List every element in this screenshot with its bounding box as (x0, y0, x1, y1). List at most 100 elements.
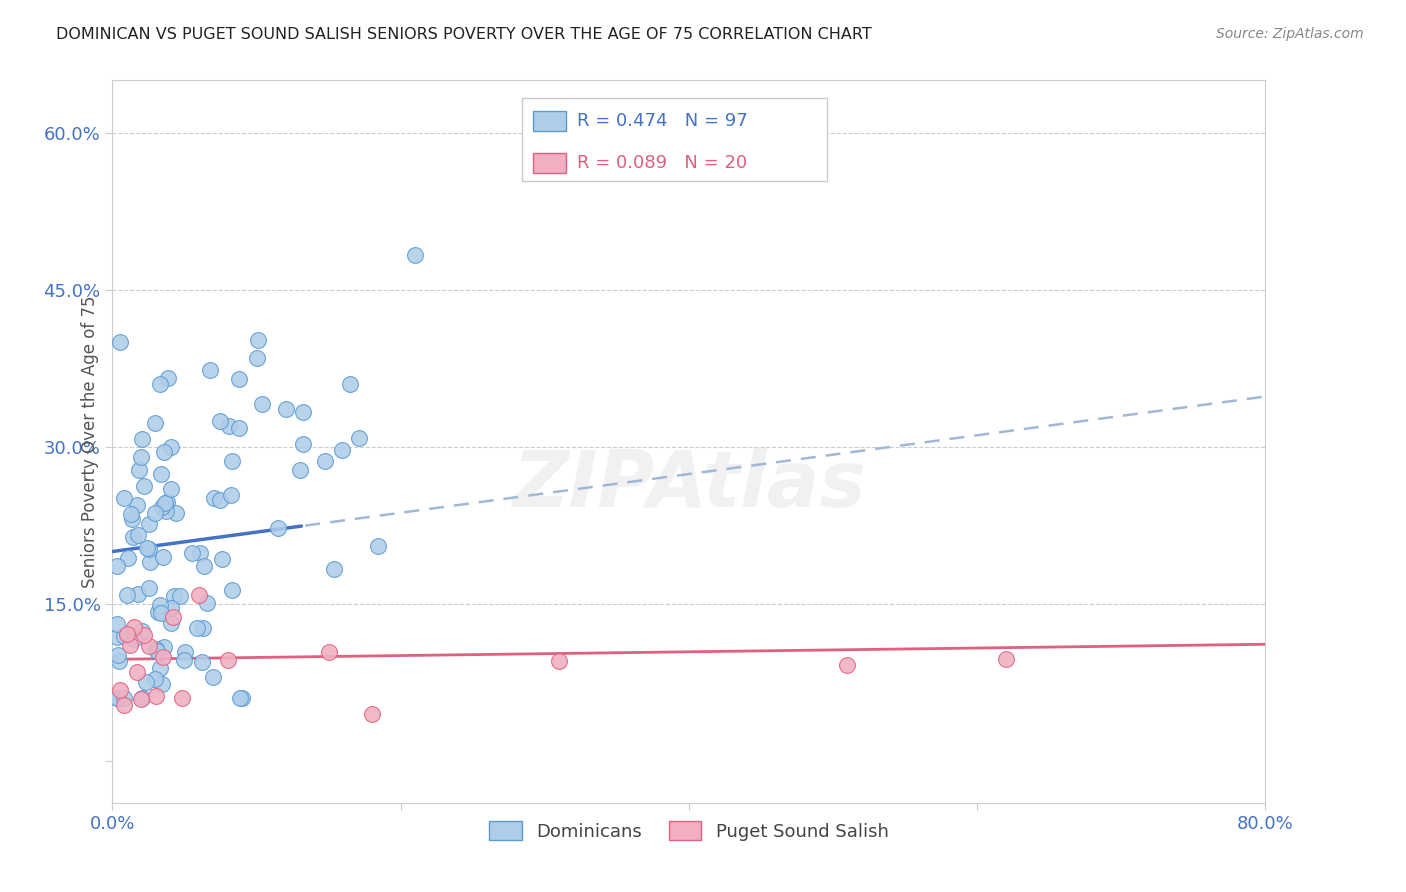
Point (129, 450, 152, 464)
Point (360, 707, 382, 722)
Point (138, 581, 160, 595)
Point (332, 443, 354, 458)
Point (191, 621, 214, 635)
Legend: Dominicans, Puget Sound Salish: Dominicans, Puget Sound Salish (482, 814, 896, 848)
Point (290, 463, 312, 477)
Point (143, 417, 166, 431)
Point (170, 690, 193, 705)
Point (115, 627, 138, 641)
Point (136, 541, 159, 556)
Point (219, 488, 242, 502)
Point (163, 589, 186, 603)
Point (186, 621, 208, 635)
Point (247, 333, 270, 347)
Point (188, 545, 211, 559)
Point (134, 628, 156, 642)
Bar (533, 153, 565, 173)
Point (150, 606, 173, 620)
Point (162, 610, 184, 624)
Point (122, 619, 145, 633)
Point (139, 555, 162, 569)
Point (200, 363, 222, 377)
Point (229, 691, 252, 706)
Point (135, 675, 157, 690)
Text: R = 0.474   N = 97: R = 0.474 N = 97 (576, 112, 748, 130)
Point (108, 683, 131, 698)
Point (118, 638, 141, 652)
Point (267, 521, 290, 535)
Point (152, 649, 174, 664)
Point (143, 506, 166, 520)
Point (169, 590, 191, 604)
Point (152, 550, 174, 565)
Point (165, 506, 187, 520)
Point (211, 552, 233, 566)
Point (145, 644, 167, 658)
Point (274, 402, 297, 417)
Point (193, 558, 215, 573)
Point (160, 440, 183, 454)
Point (250, 397, 273, 411)
Point (138, 516, 160, 531)
Point (112, 691, 135, 706)
Point (131, 691, 153, 706)
Point (188, 588, 211, 602)
Point (108, 334, 131, 349)
Point (339, 376, 361, 391)
Point (314, 454, 336, 468)
Point (174, 645, 197, 659)
Point (131, 432, 153, 446)
Point (105, 691, 128, 706)
Point (152, 445, 174, 459)
Point (367, 539, 389, 553)
Point (149, 377, 172, 392)
Point (107, 654, 129, 668)
Point (131, 624, 153, 638)
Point (143, 673, 166, 687)
Point (117, 550, 139, 565)
Point (145, 689, 167, 703)
Point (160, 600, 183, 615)
Point (132, 478, 155, 492)
Text: Source: ZipAtlas.com: Source: ZipAtlas.com (1216, 27, 1364, 41)
Point (291, 405, 314, 419)
Point (291, 436, 314, 450)
Point (548, 654, 571, 668)
Point (112, 698, 135, 713)
Point (125, 665, 148, 680)
Point (145, 642, 167, 657)
Point (156, 370, 179, 384)
Point (121, 511, 143, 525)
Point (221, 583, 243, 598)
Point (153, 640, 176, 655)
Point (138, 640, 160, 654)
Point (127, 587, 149, 601)
Point (150, 500, 173, 515)
Point (155, 504, 177, 518)
Point (181, 546, 204, 560)
Point (318, 645, 340, 659)
Point (149, 599, 172, 613)
Point (202, 670, 225, 684)
Point (138, 541, 160, 556)
Bar (533, 112, 565, 131)
Point (156, 495, 179, 509)
Point (120, 507, 142, 521)
Point (107, 691, 129, 706)
Point (208, 414, 231, 428)
Point (105, 558, 128, 573)
Point (202, 491, 225, 506)
Text: DOMINICAN VS PUGET SOUND SALISH SENIORS POVERTY OVER THE AGE OF 75 CORRELATION C: DOMINICAN VS PUGET SOUND SALISH SENIORS … (56, 27, 872, 42)
Point (404, 248, 426, 262)
Point (228, 372, 250, 386)
Point (122, 530, 145, 544)
Point (105, 630, 128, 644)
Point (323, 562, 346, 576)
Point (221, 454, 243, 468)
Point (217, 652, 239, 666)
Point (107, 648, 129, 663)
Point (246, 351, 269, 366)
Point (115, 588, 138, 602)
Point (148, 605, 170, 619)
Point (218, 419, 240, 434)
